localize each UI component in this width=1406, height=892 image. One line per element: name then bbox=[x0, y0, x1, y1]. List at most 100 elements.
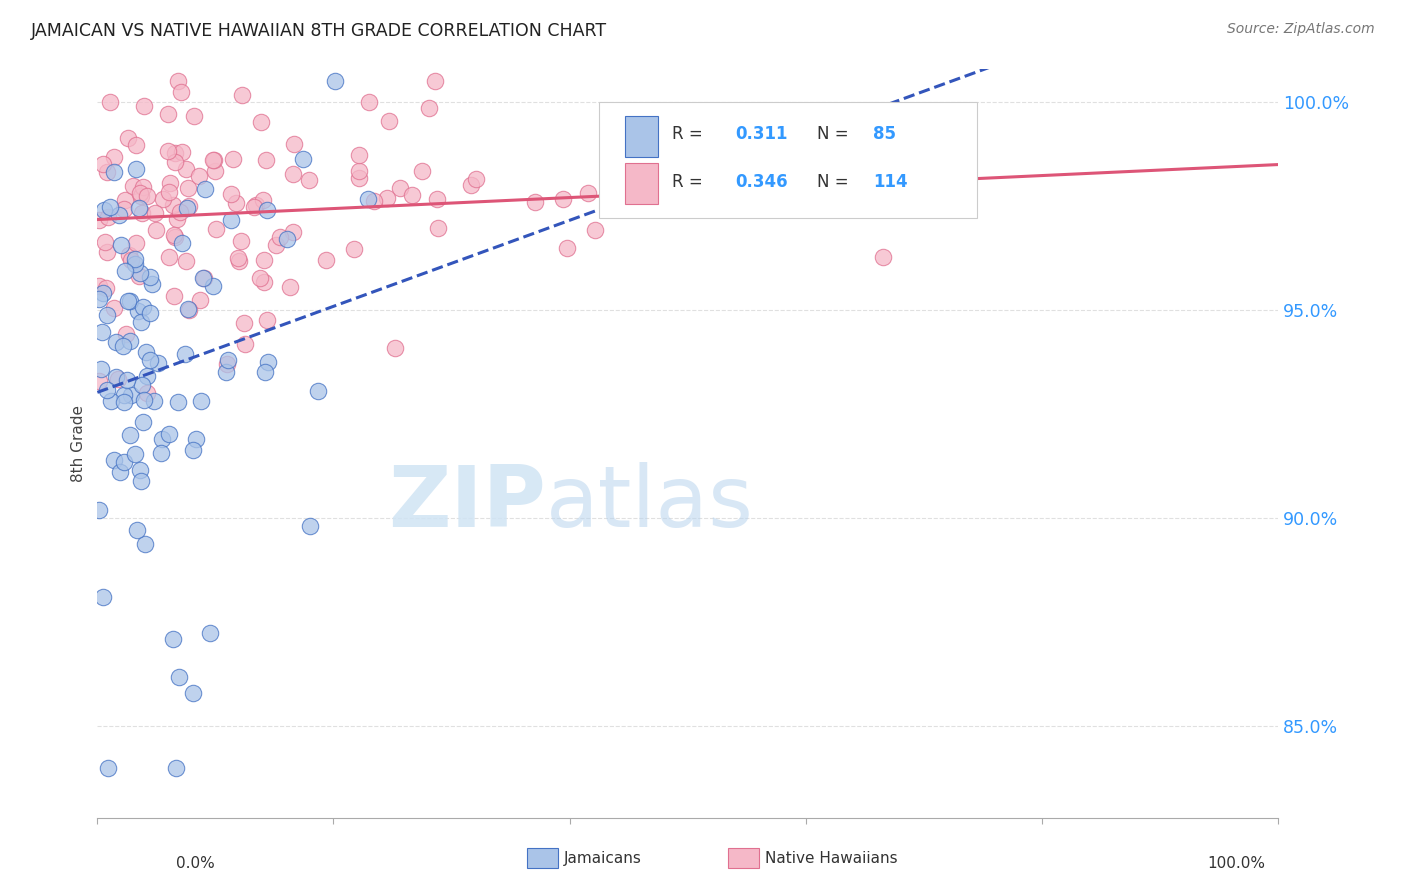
Point bbox=[298, 519, 321, 533]
Point bbox=[129, 463, 152, 477]
Point bbox=[555, 241, 578, 255]
Point bbox=[110, 237, 132, 252]
Point bbox=[418, 101, 440, 115]
Point bbox=[523, 194, 546, 209]
Point bbox=[91, 325, 114, 339]
Point bbox=[222, 152, 245, 166]
Point bbox=[343, 243, 366, 257]
Point bbox=[190, 393, 212, 408]
Point bbox=[307, 384, 329, 398]
Point bbox=[103, 165, 125, 179]
Point bbox=[134, 536, 156, 550]
Point bbox=[87, 502, 110, 516]
Point bbox=[118, 334, 141, 349]
Point bbox=[225, 195, 247, 210]
Point bbox=[359, 95, 381, 110]
Point bbox=[748, 186, 770, 201]
Point bbox=[283, 136, 305, 151]
Point bbox=[118, 248, 141, 262]
Point bbox=[120, 293, 142, 308]
Point bbox=[347, 147, 370, 161]
Point bbox=[157, 186, 180, 200]
Point bbox=[117, 131, 139, 145]
Point bbox=[112, 387, 135, 401]
Point bbox=[167, 395, 190, 409]
Point bbox=[100, 393, 122, 408]
Point bbox=[256, 202, 278, 217]
Point bbox=[96, 308, 118, 322]
Point bbox=[163, 229, 186, 244]
Point bbox=[249, 115, 271, 129]
Point bbox=[363, 194, 385, 209]
Point bbox=[378, 113, 401, 128]
Point bbox=[120, 387, 142, 401]
Point bbox=[291, 152, 314, 166]
Point bbox=[375, 191, 398, 205]
Point bbox=[276, 232, 298, 246]
Point bbox=[87, 278, 110, 293]
Point bbox=[167, 671, 190, 685]
Point bbox=[553, 192, 575, 206]
Point bbox=[465, 172, 488, 186]
Point bbox=[111, 339, 134, 353]
Point bbox=[162, 228, 184, 243]
Point bbox=[97, 210, 120, 224]
Point bbox=[93, 202, 115, 217]
Point bbox=[201, 278, 224, 293]
Point bbox=[162, 632, 184, 646]
Point bbox=[423, 74, 446, 88]
Point bbox=[124, 257, 146, 271]
Point bbox=[91, 157, 114, 171]
Point bbox=[215, 357, 238, 371]
Point bbox=[219, 212, 242, 227]
Text: 0.346: 0.346 bbox=[735, 173, 787, 191]
Point bbox=[266, 238, 288, 252]
Text: Source: ZipAtlas.com: Source: ZipAtlas.com bbox=[1227, 22, 1375, 37]
Point bbox=[117, 294, 139, 309]
Point bbox=[163, 289, 186, 303]
Point bbox=[281, 225, 304, 239]
Point bbox=[252, 193, 274, 207]
Point bbox=[233, 337, 256, 351]
Point bbox=[104, 334, 127, 349]
Point bbox=[96, 165, 118, 179]
Point bbox=[124, 236, 146, 251]
Point bbox=[229, 234, 252, 248]
Point bbox=[112, 455, 135, 469]
Point bbox=[139, 353, 162, 368]
Point bbox=[129, 266, 152, 280]
Point bbox=[183, 109, 205, 123]
Point bbox=[228, 254, 250, 268]
Point bbox=[191, 271, 214, 285]
Point bbox=[204, 164, 226, 178]
Point bbox=[278, 279, 301, 293]
Bar bbox=[626, 116, 658, 157]
Point bbox=[349, 171, 371, 186]
Text: JAMAICAN VS NATIVE HAWAIIAN 8TH GRADE CORRELATION CHART: JAMAICAN VS NATIVE HAWAIIAN 8TH GRADE CO… bbox=[31, 22, 607, 40]
Point bbox=[141, 277, 163, 292]
Point bbox=[226, 251, 249, 265]
Text: atlas: atlas bbox=[546, 462, 754, 545]
Point bbox=[253, 252, 276, 267]
Point bbox=[152, 192, 174, 206]
Point bbox=[193, 270, 215, 285]
Point bbox=[256, 355, 278, 369]
Point bbox=[188, 293, 211, 307]
Point bbox=[120, 427, 142, 442]
Point bbox=[150, 432, 173, 446]
Point bbox=[872, 250, 894, 264]
Point bbox=[131, 377, 153, 392]
Point bbox=[135, 368, 157, 383]
Point bbox=[98, 95, 121, 110]
Y-axis label: 8th Grade: 8th Grade bbox=[72, 405, 86, 482]
Point bbox=[94, 235, 117, 250]
Point bbox=[323, 74, 346, 88]
Point bbox=[205, 222, 228, 236]
Point bbox=[96, 244, 118, 259]
Point bbox=[256, 312, 278, 326]
FancyBboxPatch shape bbox=[599, 103, 977, 219]
Point bbox=[112, 395, 135, 409]
Point bbox=[103, 150, 125, 164]
Point bbox=[426, 192, 449, 206]
Point bbox=[181, 686, 204, 700]
